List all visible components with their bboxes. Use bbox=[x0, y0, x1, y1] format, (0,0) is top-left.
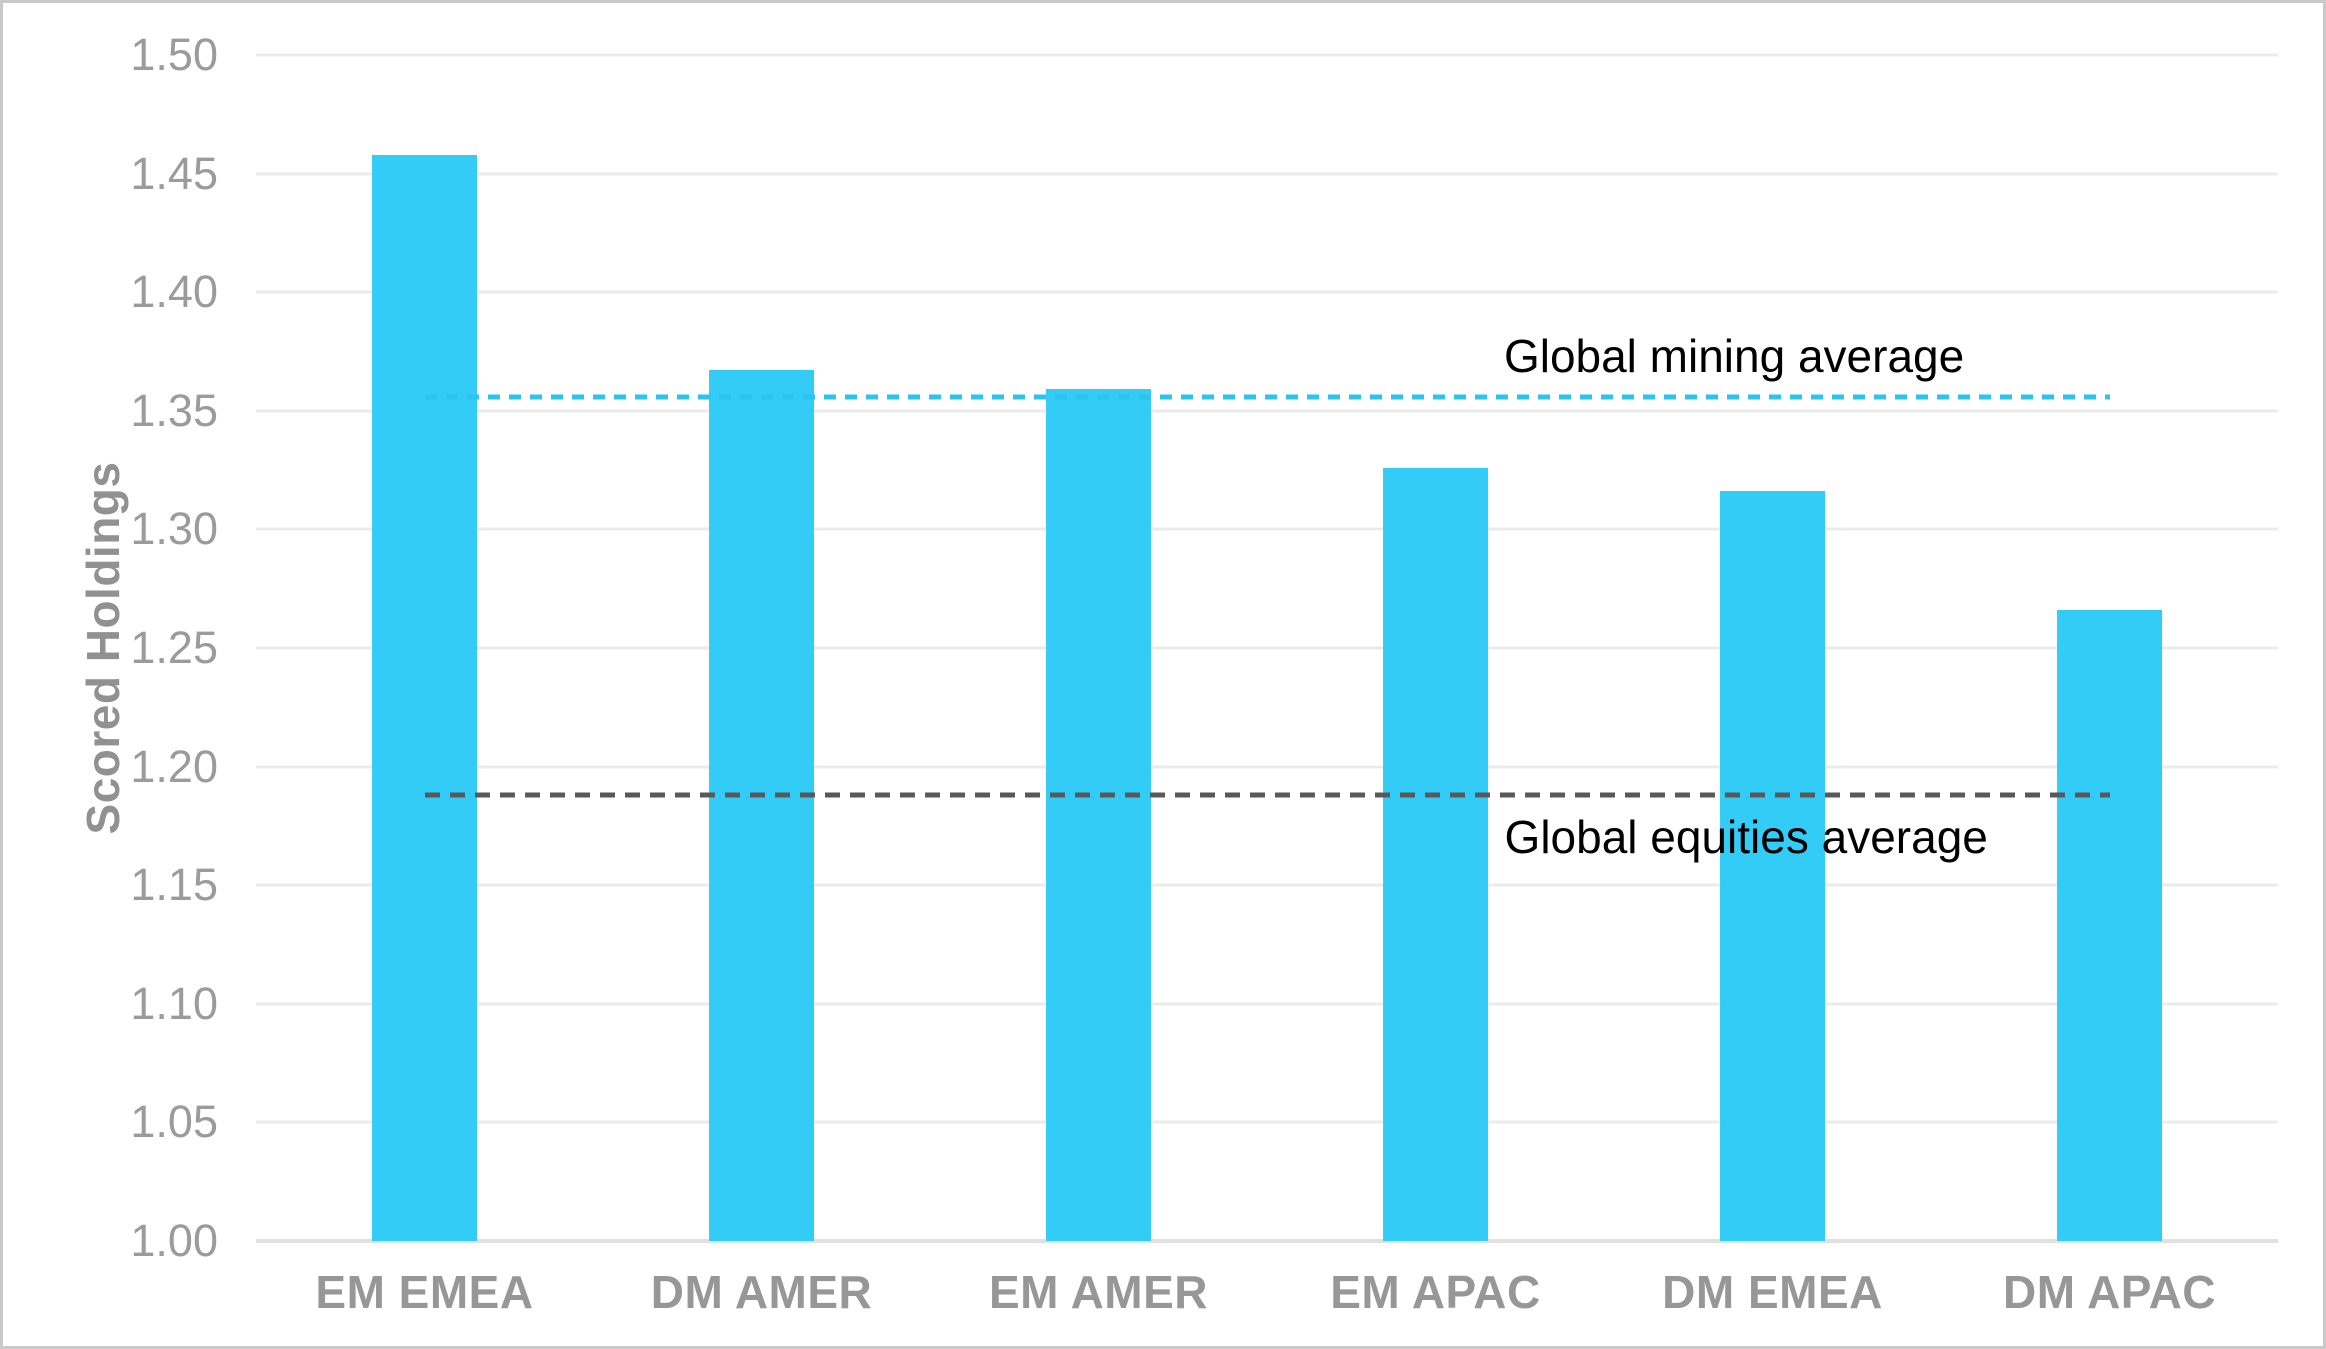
y-tick-label: 1.40 bbox=[130, 266, 218, 318]
x-axis-label-dm-apac: DM APAC bbox=[2002, 1266, 2217, 1318]
reference-line-global-mining-average bbox=[424, 394, 2110, 400]
y-tick-label: 1.05 bbox=[130, 1096, 218, 1148]
gridline bbox=[256, 290, 2278, 294]
plot-area: Global mining average Global equities ave… bbox=[256, 53, 2278, 1243]
x-axis-label-dm-emea: DM EMEA bbox=[1662, 1266, 1883, 1318]
x-axis-label-em-amer: EM AMER bbox=[988, 1266, 1209, 1318]
x-axis-label-em-emea: EM EMEA bbox=[315, 1266, 534, 1318]
x-axis-label-em-apac: EM APAC bbox=[1330, 1266, 1541, 1318]
x-axis-labels: EM EMEA DM AMER EM AMER EM APAC DM EMEA DM AP… bbox=[256, 1265, 2278, 1335]
x-axis-baseline bbox=[256, 1239, 2278, 1243]
annotation-global-equities-average: Global equities average bbox=[1504, 811, 1988, 864]
gridline bbox=[256, 527, 2278, 531]
gridline bbox=[256, 883, 2278, 887]
bar-em-emea bbox=[371, 154, 478, 1241]
gridline bbox=[256, 646, 2278, 650]
gridline bbox=[256, 53, 2278, 57]
gridline bbox=[256, 1120, 2278, 1124]
bar-dm-amer bbox=[708, 370, 815, 1241]
y-tick-label: 1.15 bbox=[130, 859, 218, 911]
y-tick-label: 1.00 bbox=[130, 1215, 218, 1266]
y-tick-label: 1.10 bbox=[130, 977, 218, 1029]
y-axis-tick-labels: 1.00 1.05 1.10 1.15 1.20 1.25 1.30 1.35 1.40 1.45… bbox=[3, 29, 218, 1266]
bar-dm-emea bbox=[1719, 491, 1826, 1241]
x-axis-label-dm-amer: DM AMER bbox=[650, 1266, 873, 1318]
bar-em-apac bbox=[1382, 467, 1489, 1241]
gridline bbox=[256, 409, 2278, 413]
bar-em-amer bbox=[1045, 389, 1152, 1241]
gridline bbox=[256, 172, 2278, 176]
y-tick-label: 1.30 bbox=[130, 503, 218, 555]
gridline bbox=[256, 1002, 2278, 1006]
gridline bbox=[256, 765, 2278, 769]
y-tick-label: 1.20 bbox=[130, 740, 218, 792]
bar-dm-apac bbox=[2056, 610, 2163, 1241]
reference-line-global-equities-average bbox=[424, 792, 2110, 798]
y-tick-label: 1.45 bbox=[130, 147, 218, 199]
y-tick-label: 1.25 bbox=[130, 622, 218, 673]
y-tick-label: 1.50 bbox=[130, 29, 218, 80]
y-tick-label: 1.35 bbox=[130, 384, 218, 436]
annotation-global-mining-average: Global mining average bbox=[1503, 329, 1965, 382]
